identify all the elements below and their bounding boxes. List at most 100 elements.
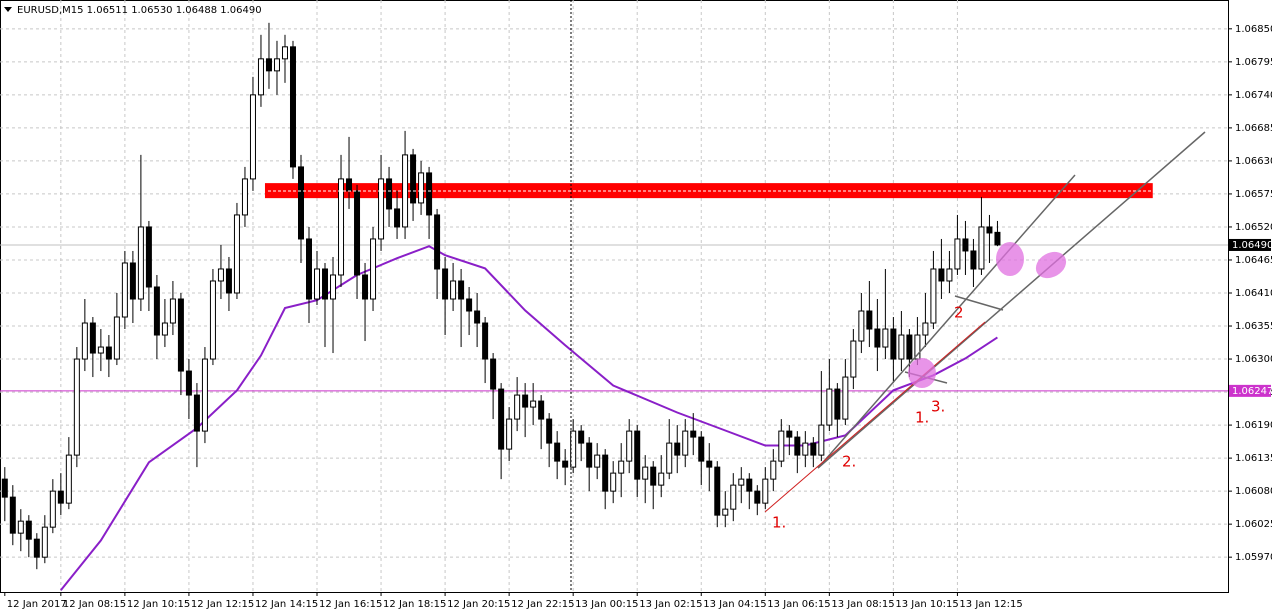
candle-body [650, 466, 657, 486]
candle-body [257, 58, 264, 96]
x-tick-label: 13 Jan 02:15 [639, 599, 702, 610]
candle-body [1, 478, 8, 498]
candle-body [338, 178, 345, 276]
x-tick-label: 12 Jan 22:15 [511, 599, 574, 610]
candle-body [25, 520, 32, 540]
trend-line [817, 174, 1076, 469]
candle-body [938, 268, 945, 282]
candle-body [578, 430, 585, 444]
candle-body [217, 268, 224, 282]
candle-body [962, 238, 969, 252]
candle-body [89, 322, 96, 354]
candle-body [81, 322, 88, 360]
price-label: 1.06247 [1232, 386, 1272, 397]
highlight [1035, 251, 1067, 279]
x-tick-label: 13 Jan 04:15 [703, 599, 766, 610]
candle-body [370, 238, 377, 300]
candle-body [314, 268, 321, 300]
candle-body [354, 190, 361, 276]
candle-body [129, 262, 136, 300]
candle-body [113, 316, 120, 360]
y-tick-label: 1.06300 [1235, 354, 1272, 365]
annotation: 3. [931, 398, 945, 416]
candle-body [730, 484, 737, 510]
candle-body [490, 358, 497, 390]
candle-body [954, 238, 961, 270]
candle-body [514, 394, 521, 420]
trend-line [764, 321, 986, 513]
y-tick-label: 1.06850 [1235, 24, 1272, 35]
y-tick-label: 1.06025 [1235, 519, 1272, 530]
candle-body [225, 268, 232, 294]
candle-body [121, 262, 128, 318]
menu-arrow[interactable] [4, 7, 12, 12]
x-tick-label: 12 Jan 08:15 [63, 599, 126, 610]
candle-body [201, 358, 208, 432]
candle-body [538, 400, 545, 420]
candle-body [97, 346, 104, 354]
candle-body [930, 268, 937, 324]
candle-body [273, 58, 280, 72]
candle-body [297, 166, 304, 240]
candle-body [161, 322, 168, 336]
candle-body [466, 298, 473, 312]
y-tick-label: 1.06795 [1235, 57, 1272, 68]
candle-body [666, 442, 673, 474]
candle-body [193, 394, 200, 432]
candle-body [602, 454, 609, 492]
candle-body [209, 280, 216, 360]
candle-body [249, 94, 256, 180]
candle-body [265, 58, 272, 72]
price-label-box [1229, 238, 1271, 251]
chart-header: EURUSD,M15 1.06511 1.06530 1.06488 1.064… [17, 5, 262, 16]
candle-body [418, 172, 425, 204]
candle-body [153, 286, 160, 336]
candle-body [762, 478, 769, 504]
candle-body [434, 214, 441, 270]
candle-body [362, 274, 369, 300]
x-tick-label: 12 Jan 18:15 [383, 599, 446, 610]
x-tick-label: 12 Jan 2017 [7, 599, 67, 610]
candle-body [906, 334, 913, 360]
candle-body [474, 310, 481, 324]
candle-body [306, 238, 313, 300]
candle-body [57, 490, 64, 504]
price-label-box [1229, 384, 1271, 397]
candle-body [746, 478, 753, 492]
candle-body [802, 442, 809, 456]
candle-body [714, 466, 721, 516]
candle-body [818, 424, 825, 456]
candle-body [826, 388, 833, 426]
trend-line [954, 295, 1004, 311]
x-tick-label: 12 Jan 16:15 [319, 599, 382, 610]
highlight [996, 242, 1024, 276]
y-tick-label: 1.06355 [1235, 321, 1272, 332]
candle-body [842, 376, 849, 420]
candle-body [546, 418, 553, 444]
plot-frame [0, 0, 1229, 593]
candle-body [530, 400, 537, 408]
y-tick-label: 1.06465 [1235, 255, 1272, 266]
candle-body [233, 214, 240, 294]
candle-body [994, 231, 1001, 246]
candle-body [482, 322, 489, 360]
candle-body [922, 322, 929, 336]
candle-body [9, 496, 16, 534]
candle-body [33, 538, 40, 558]
candle-body [41, 526, 48, 558]
trend-line [817, 131, 1206, 469]
x-tick-label: 12 Jan 20:15 [447, 599, 510, 610]
y-tick-label: 1.06685 [1235, 123, 1272, 134]
candle-body [105, 346, 112, 360]
candle-body [562, 460, 569, 468]
candle-body [626, 430, 633, 462]
candle-body [426, 172, 433, 216]
candle-body [898, 334, 905, 360]
candle-body [610, 472, 617, 492]
y-tick-label: 1.06190 [1235, 420, 1272, 431]
candle-body [970, 250, 977, 270]
candle-body [65, 454, 72, 504]
candle-body [450, 280, 457, 300]
highlight [908, 358, 936, 388]
candle-body [754, 490, 761, 504]
